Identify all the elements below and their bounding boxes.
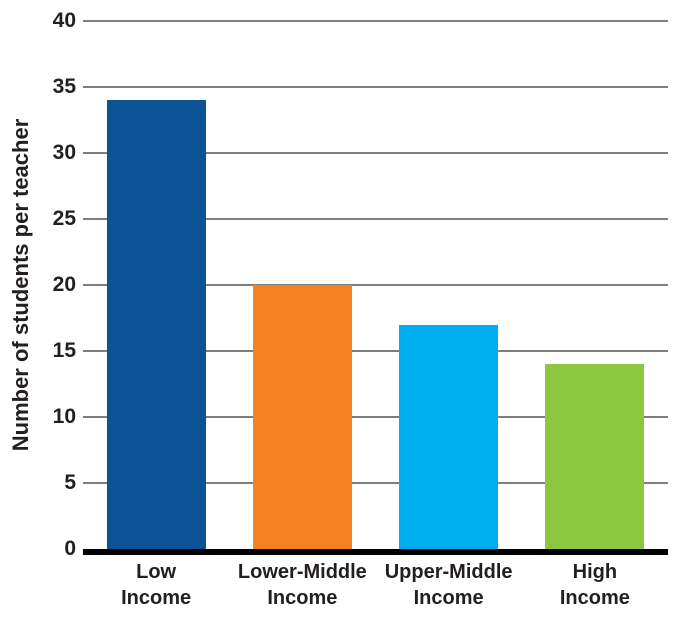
bar-3: [399, 324, 499, 549]
x-category-label: Upper-Middle Income: [384, 561, 513, 609]
gridline: [83, 86, 668, 88]
y-tick-label: 15: [52, 339, 76, 362]
y-tick-label: 25: [52, 207, 76, 230]
y-tick-label: 20: [52, 273, 76, 296]
plot-area: [83, 20, 668, 549]
gridline: [83, 284, 668, 286]
x-category-label: High Income: [559, 561, 630, 609]
y-tick-labels: 0 5 10 15 20 25 30 35 40: [0, 0, 76, 639]
gridline: [83, 218, 668, 220]
x-category-label: Lower-Middle Income: [237, 561, 367, 609]
bar-1: [106, 100, 206, 549]
y-tick-label: 40: [52, 9, 76, 32]
bar-4: [545, 364, 645, 549]
gridline: [83, 350, 668, 352]
y-tick-label: 10: [52, 405, 76, 428]
bar-2: [252, 285, 352, 549]
y-tick-label: 0: [64, 537, 76, 560]
y-tick-label: 30: [52, 141, 76, 164]
gridline: [83, 20, 668, 22]
gridline: [83, 152, 668, 154]
y-tick-label: 5: [64, 471, 76, 494]
x-category-label: Low Income: [121, 561, 192, 609]
gridline: [83, 416, 668, 418]
y-tick-label: 35: [52, 75, 76, 98]
gridline: [83, 482, 668, 484]
x-axis-line: [83, 549, 668, 555]
